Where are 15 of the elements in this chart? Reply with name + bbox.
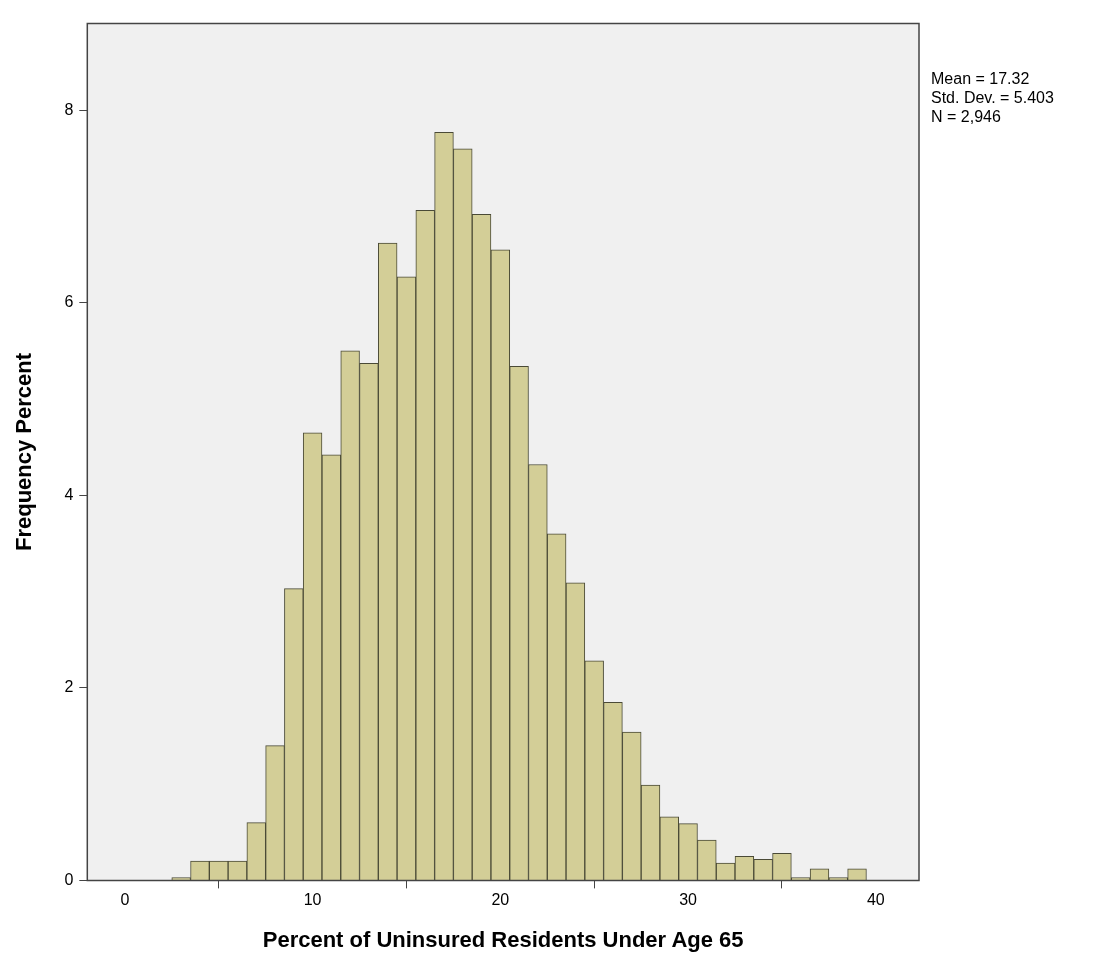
x-tick-label: 0 [120, 891, 130, 909]
x-tick-label: 40 [866, 891, 885, 909]
y-tick-label: 6 [64, 293, 74, 311]
text: Mean = 17.32 [931, 70, 1030, 88]
x-axis-title: Percent of Uninsured Residents Under Age 65 [262, 926, 744, 952]
text: N = 2,946 [931, 108, 1001, 126]
y-tick-label: 4 [64, 485, 74, 503]
x-tick-label: 20 [491, 891, 510, 909]
text: Std. Dev. = 5.403 [931, 89, 1054, 107]
y-axis-title: Frequency Percent [11, 352, 37, 552]
x-tick-label: 30 [679, 891, 698, 909]
x-tick-label: 10 [303, 891, 322, 909]
y-tick-label: 0 [64, 870, 74, 888]
y-tick-label: 8 [64, 100, 74, 118]
y-tick-label: 2 [64, 678, 74, 696]
